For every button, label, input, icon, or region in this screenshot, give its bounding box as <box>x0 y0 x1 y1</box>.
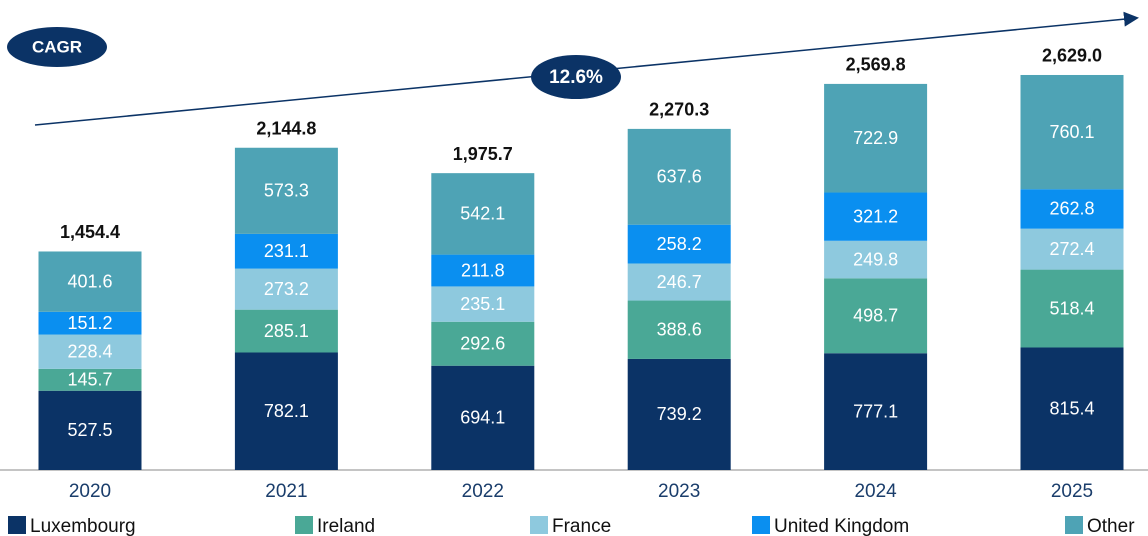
bar-segment <box>1020 74 1124 190</box>
segment-label: 211.8 <box>461 260 505 280</box>
segment-label: 321.2 <box>853 206 898 226</box>
segment-label: 498.7 <box>853 306 898 326</box>
total-label: 2,270.3 <box>649 100 709 120</box>
bar-segment <box>431 365 535 470</box>
cagr-pill <box>7 27 107 67</box>
bar-segment <box>1020 347 1124 470</box>
bar-segment <box>627 263 731 301</box>
legend-label: Luxembourg <box>30 516 136 536</box>
segment-label: 518.4 <box>1049 298 1094 318</box>
segment-label: 573.3 <box>264 181 309 201</box>
segment-label: 151.2 <box>67 313 112 333</box>
segment-label: 542.1 <box>460 204 505 224</box>
bar-segment <box>38 334 142 369</box>
bar-segment <box>431 173 535 255</box>
legend-swatch <box>295 516 313 534</box>
segment-label: 273.2 <box>264 279 309 299</box>
bar-segment <box>1020 189 1124 229</box>
legend-swatch <box>530 516 548 534</box>
x-tick-label: 2023 <box>658 481 700 502</box>
total-label: 2,629.0 <box>1042 46 1102 66</box>
segment-label: 231.1 <box>264 241 309 261</box>
cagr-value: 12.6% <box>549 67 603 88</box>
segment-label: 262.8 <box>1049 199 1094 219</box>
bar-segment <box>431 286 535 322</box>
bar-segment <box>234 233 338 269</box>
segment-label: 228.4 <box>67 341 112 361</box>
segment-label: 782.1 <box>264 401 309 421</box>
total-label: 1,975.7 <box>453 144 513 164</box>
segment-label: 815.4 <box>1049 398 1094 418</box>
x-tick-label: 2025 <box>1051 481 1093 502</box>
bar-segment <box>824 83 928 193</box>
bar-segment <box>234 268 338 310</box>
segment-label: 527.5 <box>67 420 112 440</box>
legend-label: Other <box>1087 516 1135 536</box>
legend-swatch <box>8 516 26 534</box>
bar-segment <box>824 353 928 470</box>
legend-swatch <box>752 516 770 534</box>
legend-swatch <box>1065 516 1083 534</box>
total-label: 2,144.8 <box>256 118 316 138</box>
x-tick-label: 2022 <box>462 481 504 502</box>
bar-segment <box>38 368 142 391</box>
total-label: 1,454.4 <box>60 222 120 242</box>
segment-label: 285.1 <box>264 321 309 341</box>
segment-label: 401.6 <box>67 271 112 291</box>
cagr-label: CAGR <box>32 37 82 56</box>
bar-segment <box>38 251 142 312</box>
bar-segment <box>627 358 731 470</box>
segment-label: 292.6 <box>460 333 505 353</box>
bar-segment <box>824 278 928 354</box>
bar-segment <box>824 192 928 241</box>
legend-label: France <box>552 516 611 536</box>
bar-segment <box>38 311 142 335</box>
segment-label: 722.9 <box>853 128 898 148</box>
segment-label: 388.6 <box>657 319 702 339</box>
segment-label: 235.1 <box>460 294 505 314</box>
segment-label: 145.7 <box>67 370 112 390</box>
bar-segment <box>234 352 338 470</box>
total-label: 2,569.8 <box>846 55 906 75</box>
x-tick-label: 2024 <box>854 481 897 502</box>
segment-label: 246.7 <box>657 272 702 292</box>
segment-label: 258.2 <box>657 234 702 254</box>
segment-label: 739.2 <box>657 404 702 424</box>
bar-segment <box>627 224 731 264</box>
bar-segment <box>431 254 535 287</box>
x-tick-label: 2020 <box>69 481 111 502</box>
segment-label: 637.6 <box>657 167 702 187</box>
cagr-value-pill <box>531 55 621 99</box>
bar-segment <box>824 240 928 279</box>
bar-segment <box>1020 228 1124 270</box>
bar-segment <box>1020 269 1124 348</box>
bar-segment <box>38 390 142 470</box>
x-tick-label: 2021 <box>265 481 307 502</box>
legend-label: United Kingdom <box>774 516 909 536</box>
segment-label: 249.8 <box>853 249 898 269</box>
bar-segment <box>234 147 338 234</box>
legend-label: Ireland <box>317 516 375 536</box>
bar-segment <box>627 300 731 359</box>
bar-segment <box>234 309 338 353</box>
segment-label: 760.1 <box>1049 122 1094 142</box>
segment-label: 777.1 <box>853 401 898 421</box>
segment-label: 272.4 <box>1049 239 1094 259</box>
bar-segment <box>627 128 731 225</box>
segment-label: 694.1 <box>460 408 505 428</box>
bar-segment <box>431 321 535 366</box>
